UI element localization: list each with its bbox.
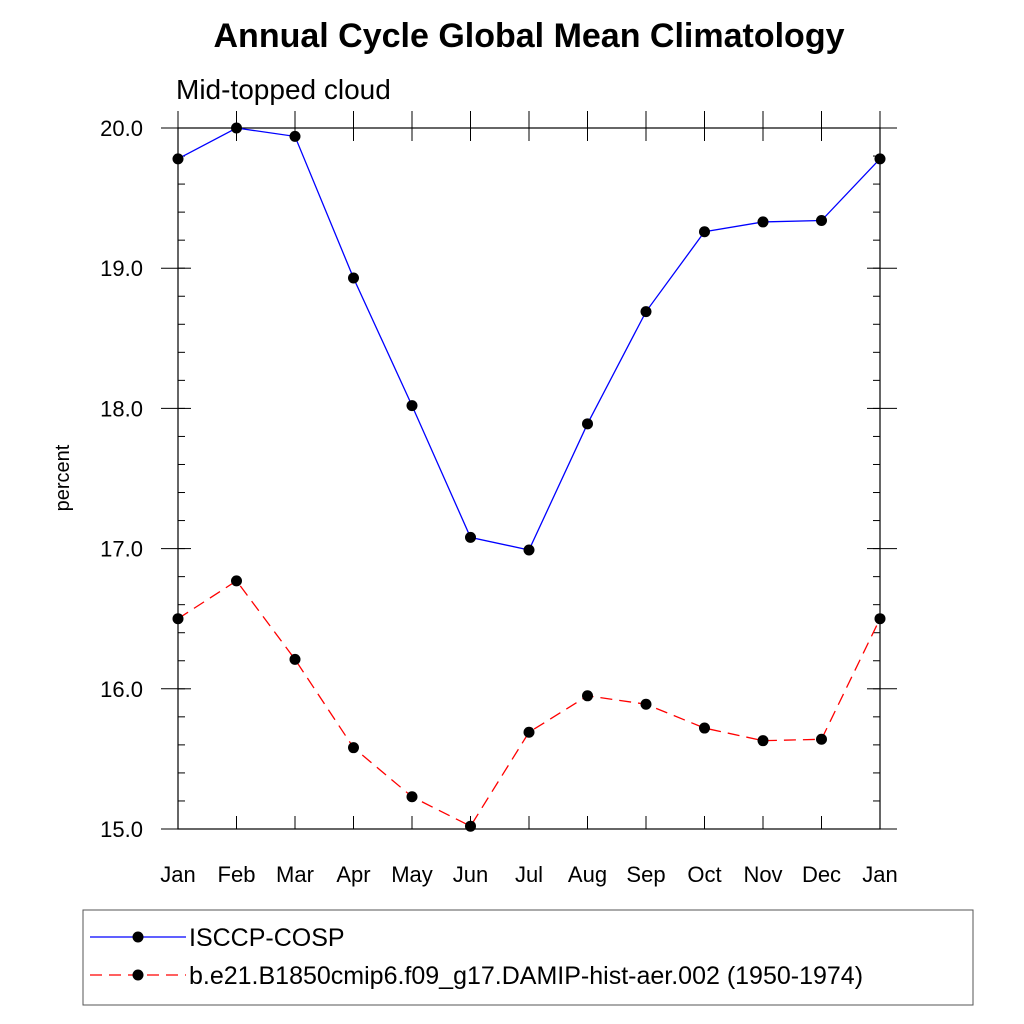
series-2-point [348,742,359,754]
x-tick-label: May [391,862,433,887]
y-tick-label: 18.0 [100,396,143,421]
legend: ISCCP-COSP b.e21.B1850cmip6.f09_g17.DAMIP… [90,924,863,990]
series-2-point [816,733,827,745]
x-tick-label: Apr [336,862,370,887]
x-tick-label: Jan [862,862,897,887]
legend-label-2: b.e21.B1850cmip6.f09_g17.DAMIP-hist-aer.… [189,962,863,990]
series-1-point [582,418,593,430]
series-1-point [231,122,242,134]
series-1-point [348,272,359,284]
y-tick-label: 20.0 [100,116,143,141]
x-tick-label: Sep [626,862,665,887]
y-tick-label: 16.0 [100,677,143,702]
chart-subtitle: Mid-topped cloud [176,74,391,105]
y-tick-label: 17.0 [100,537,143,562]
y-tick-labels: 15.0 16.0 17.0 18.0 19.0 20.0 [100,116,143,842]
x-tick-label: Jun [453,862,488,887]
chart-title: Annual Cycle Global Mean Climatology [214,17,845,55]
series-1-point [874,153,886,165]
series-2-point [582,690,593,702]
series-1-point [465,531,476,543]
x-tick-label: Aug [568,862,607,887]
series-2-point [406,791,418,803]
series-2-point [874,613,886,625]
series-2-point [523,726,535,738]
x-tick-label: Feb [218,862,256,887]
series-1-point [172,153,184,165]
x-tick-label: Jan [160,862,195,887]
series-1-point [699,226,710,238]
y-tick-label: 15.0 [100,817,143,842]
series-2-point [231,575,242,587]
series-2-point [757,735,769,747]
plot-frame [177,127,881,830]
y-tick-label: 19.0 [100,256,143,281]
axis-ticks [161,111,897,830]
series-2-point [465,820,476,832]
series-2-point [172,613,184,625]
y-axis-label: percent [52,444,74,511]
legend-marker-2 [132,969,144,981]
x-tick-label: Nov [743,862,782,887]
series-1-point [640,306,652,318]
series-1-point [289,130,301,142]
x-tick-label: Dec [802,862,841,887]
legend-box [82,909,974,1006]
series-1-point [757,216,769,228]
x-tick-labels: Jan Feb Mar Apr May Jun Jul Aug Sep Oct Nov Dec Jan [160,862,897,887]
legend-marker-1 [132,931,144,943]
series-1-point [523,544,535,556]
series-layer [172,122,886,832]
x-tick-label: Jul [515,862,543,887]
series-2-point [289,653,301,665]
x-tick-label: Oct [687,862,721,887]
series-line-1 [177,127,881,551]
series-2-point [699,722,710,734]
series-line-2 [177,579,881,828]
series-2-point [640,698,652,710]
legend-label-1: ISCCP-COSP [189,924,345,952]
x-tick-label: Mar [276,862,314,887]
series-1-point [816,215,827,227]
series-1-point [406,400,418,412]
